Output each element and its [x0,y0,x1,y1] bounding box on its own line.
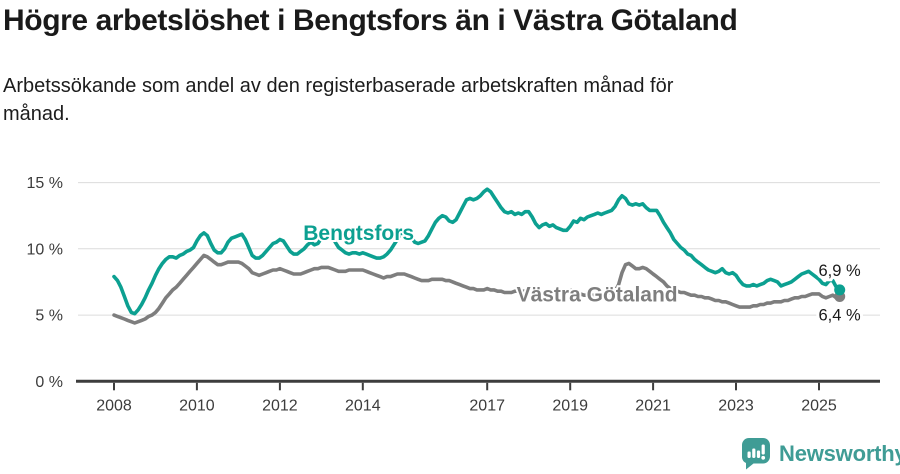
series-line-vastra-gotaland [112,253,842,325]
x-tick-label-2021: 2021 [635,397,671,414]
x-tick-label-2012: 2012 [262,397,298,414]
series-endpoint-bengtsfors [834,284,846,296]
y-tick-label-0pct: 0 % [35,374,63,391]
series-label-vastra-gotaland: Västra Götaland [517,284,678,307]
chart-subtitle-line-1: Arbetssökande som andel av den registerb… [3,75,674,97]
series-label-bengtsfors: Bengtsfors [303,222,414,245]
x-tick-label-2008: 2008 [96,397,132,414]
x-tick-label-2025: 2025 [801,397,837,414]
y-tick-label-15pct: 15 % [27,175,63,192]
end-value-vastra-gotaland: 6,4 % [818,307,861,325]
x-tick-label-2010: 2010 [179,397,215,414]
y-tick-label-5pct: 5 % [35,308,63,325]
newsworthy-logo: Newsworthy [741,437,900,470]
x-tick-label-2023: 2023 [718,397,754,414]
newsworthy-brand-text: Newsworthy [779,440,900,466]
chart-title: Högre arbetslöshet i Bengtsfors än i Väs… [3,4,738,37]
series-line-bengtsfors [112,187,842,316]
chart-subtitle-line-2: månad. [3,103,70,125]
x-tick-label-2017: 2017 [469,397,505,414]
y-tick-label-10pct: 10 % [27,241,63,258]
x-tick-label-2019: 2019 [552,397,588,414]
end-value-bengtsfors: 6,9 % [818,262,861,280]
chart-subtitle: Arbetssökande som andel av den registerb… [3,72,673,128]
newsworthy-icon [742,438,770,470]
x-tick-label-2014: 2014 [345,397,381,414]
